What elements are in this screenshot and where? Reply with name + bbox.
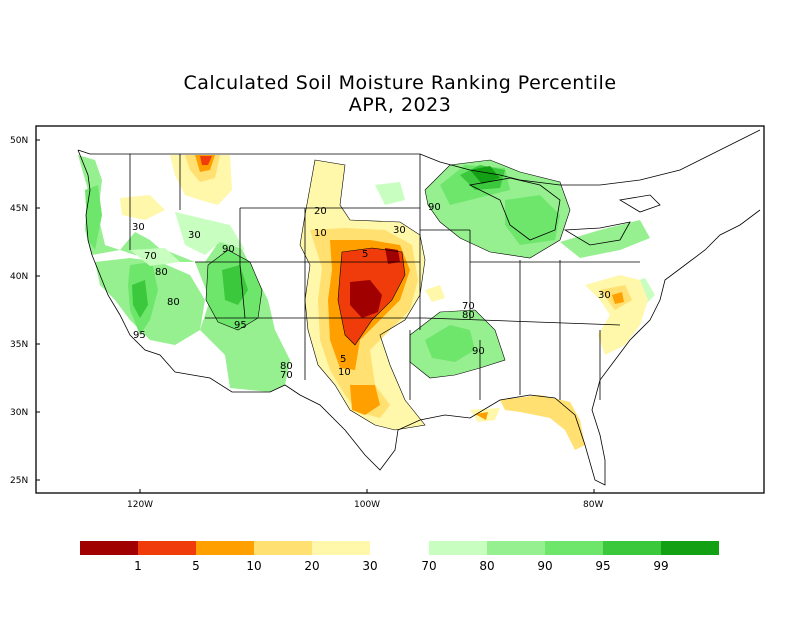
contour-label: 90 xyxy=(472,346,485,357)
legend-swatch-dry xyxy=(254,541,312,555)
legend-swatch-wet xyxy=(429,541,487,555)
wet-regions xyxy=(78,155,655,392)
lat-label-45n: 45N xyxy=(10,204,28,214)
contour-label: 20 xyxy=(314,206,327,217)
lat-label-30n: 30N xyxy=(10,408,28,418)
lat-label-25n: 25N xyxy=(10,476,28,486)
legend-label-dry: 20 xyxy=(304,559,319,573)
legend-label-wet: 99 xyxy=(653,559,668,573)
dry-regions xyxy=(120,155,648,450)
lat-label-50n: 50N xyxy=(10,136,28,146)
contour-label: 70 xyxy=(144,251,157,262)
contour-label: 5 xyxy=(340,354,346,365)
legend: 1 5 10 20 30 70 80 90 95 99 xyxy=(80,541,719,573)
contour-label: 80 xyxy=(462,310,475,321)
lat-label-40n: 40N xyxy=(10,272,28,282)
legend-label-wet: 80 xyxy=(479,559,494,573)
contour-label: 10 xyxy=(314,228,327,239)
contour-label: 90 xyxy=(222,244,235,255)
boundaries xyxy=(77,129,761,486)
contour-label: 95 xyxy=(234,320,247,331)
lon-axis: 120W 100W 80W xyxy=(127,489,603,510)
legend-swatch-dry xyxy=(80,541,138,555)
contour-label: 10 xyxy=(338,367,351,378)
legend-swatch-dry xyxy=(312,541,370,555)
lon-label-120w: 120W xyxy=(127,500,153,510)
legend-swatch-dry xyxy=(196,541,254,555)
contour-label: 80 xyxy=(167,297,180,308)
contour-label: 70 xyxy=(462,301,475,312)
legend-swatch-wet xyxy=(487,541,545,555)
contour-label: 30 xyxy=(598,290,611,301)
legend-swatch-wet xyxy=(603,541,661,555)
contour-value-labels: 30 30 90 70 80 80 95 95 80 70 20 10 5 30… xyxy=(132,202,611,381)
legend-swatch-dry xyxy=(138,541,196,555)
contour-label: 80 xyxy=(155,267,168,278)
legend-swatch-wet xyxy=(661,541,719,555)
legend-label-dry: 30 xyxy=(362,559,377,573)
contour-lines xyxy=(205,159,571,431)
lon-label-80w: 80W xyxy=(583,500,603,510)
lat-label-35n: 35N xyxy=(10,340,28,350)
contour-label: 70 xyxy=(280,370,293,381)
legend-label-wet: 90 xyxy=(537,559,552,573)
legend-label-wet: 95 xyxy=(595,559,610,573)
legend-label-wet: 70 xyxy=(421,559,436,573)
contour-label: 90 xyxy=(428,202,441,213)
contour-label: 5 xyxy=(362,249,368,260)
map-subtitle: APR, 2023 xyxy=(348,94,452,116)
map-title: Calculated Soil Moisture Ranking Percent… xyxy=(183,72,617,94)
legend-label-dry: 5 xyxy=(192,559,200,573)
contour-label: 80 xyxy=(280,361,293,372)
lon-label-100w: 100W xyxy=(354,500,380,510)
lat-axis: 50N 45N 40N 35N 30N 25N xyxy=(10,136,40,486)
contour-label: 30 xyxy=(393,225,406,236)
legend-label-dry: 1 xyxy=(134,559,142,573)
contour-label: 95 xyxy=(133,330,146,341)
contour-label: 30 xyxy=(132,222,145,233)
contour-label: 30 xyxy=(188,230,201,241)
legend-label-dry: 10 xyxy=(246,559,261,573)
legend-swatch-wet xyxy=(545,541,603,555)
